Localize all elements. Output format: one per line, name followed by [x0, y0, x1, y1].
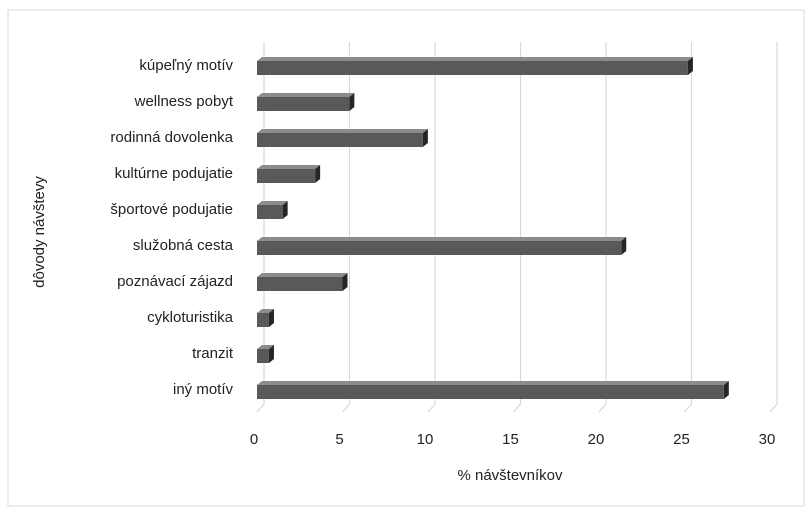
y-tick-label: iný motív: [173, 381, 234, 398]
bar-front: [257, 241, 622, 255]
bar-side: [422, 129, 428, 147]
bar-top: [257, 381, 729, 385]
bar-side: [349, 93, 355, 111]
x-tick-label: 30: [759, 431, 776, 448]
bar-top: [257, 273, 348, 277]
grid-line: [769, 42, 778, 413]
y-tick-label: tranzit: [192, 345, 234, 362]
bar-front: [257, 349, 269, 363]
bar: [257, 381, 729, 399]
y-tick-label: rodinná dovolenka: [110, 129, 233, 146]
bar-top: [257, 129, 428, 133]
x-tick-label: 5: [335, 431, 343, 448]
bar-front: [257, 97, 350, 111]
grid-line: [427, 42, 436, 413]
bar-top: [257, 345, 274, 349]
bar-front: [257, 169, 316, 183]
bar-side: [342, 273, 348, 291]
bar-side: [621, 237, 627, 255]
bar-side: [723, 381, 729, 399]
bar: [257, 273, 348, 291]
bar: [257, 201, 288, 219]
x-tick-label: 10: [417, 431, 434, 448]
y-tick-label: poznávací zájazd: [117, 273, 233, 290]
y-tick-label: služobná cesta: [133, 237, 234, 254]
bar-front: [257, 277, 343, 291]
grid-line: [256, 42, 265, 413]
bar: [257, 309, 274, 327]
grid-line: [513, 42, 522, 413]
bar-top: [257, 165, 321, 169]
grid-line: [342, 42, 351, 413]
bar-front: [257, 313, 269, 327]
bar-front: [257, 61, 688, 75]
bar-top: [257, 309, 274, 313]
y-axis-title: dôvody návštevy: [31, 176, 48, 288]
y-tick-label: športové podujatie: [110, 201, 233, 218]
bar-side: [268, 309, 274, 327]
x-tick-label: 0: [250, 431, 258, 448]
bar-front: [257, 133, 423, 147]
y-tick-label: cykloturistika: [147, 309, 234, 326]
y-tick-label: wellness pobyt: [134, 93, 234, 110]
bar: [257, 345, 274, 363]
chart-border: [7, 9, 805, 507]
grid-line: [684, 42, 693, 413]
x-tick-label: 15: [502, 431, 519, 448]
bar-front: [257, 205, 283, 219]
bar-side: [268, 345, 274, 363]
bar-side: [282, 201, 288, 219]
bar-top: [257, 201, 288, 205]
x-tick-label: 25: [673, 431, 690, 448]
bar: [257, 93, 355, 111]
bar-side: [687, 57, 693, 75]
bar: [257, 57, 693, 75]
bar: [257, 237, 627, 255]
grid-line: [598, 42, 607, 413]
bar-top: [257, 57, 693, 61]
bar-top: [257, 93, 355, 97]
bar: [257, 129, 428, 147]
y-tick-label: kultúrne podujatie: [115, 165, 233, 182]
x-axis-title: % návštevníkov: [457, 467, 563, 484]
x-tick-label: 20: [588, 431, 605, 448]
bar-front: [257, 385, 724, 399]
bar-top: [257, 237, 627, 241]
bar-side: [315, 165, 321, 183]
y-tick-label: kúpeľný motív: [139, 57, 233, 74]
bar: [257, 165, 321, 183]
